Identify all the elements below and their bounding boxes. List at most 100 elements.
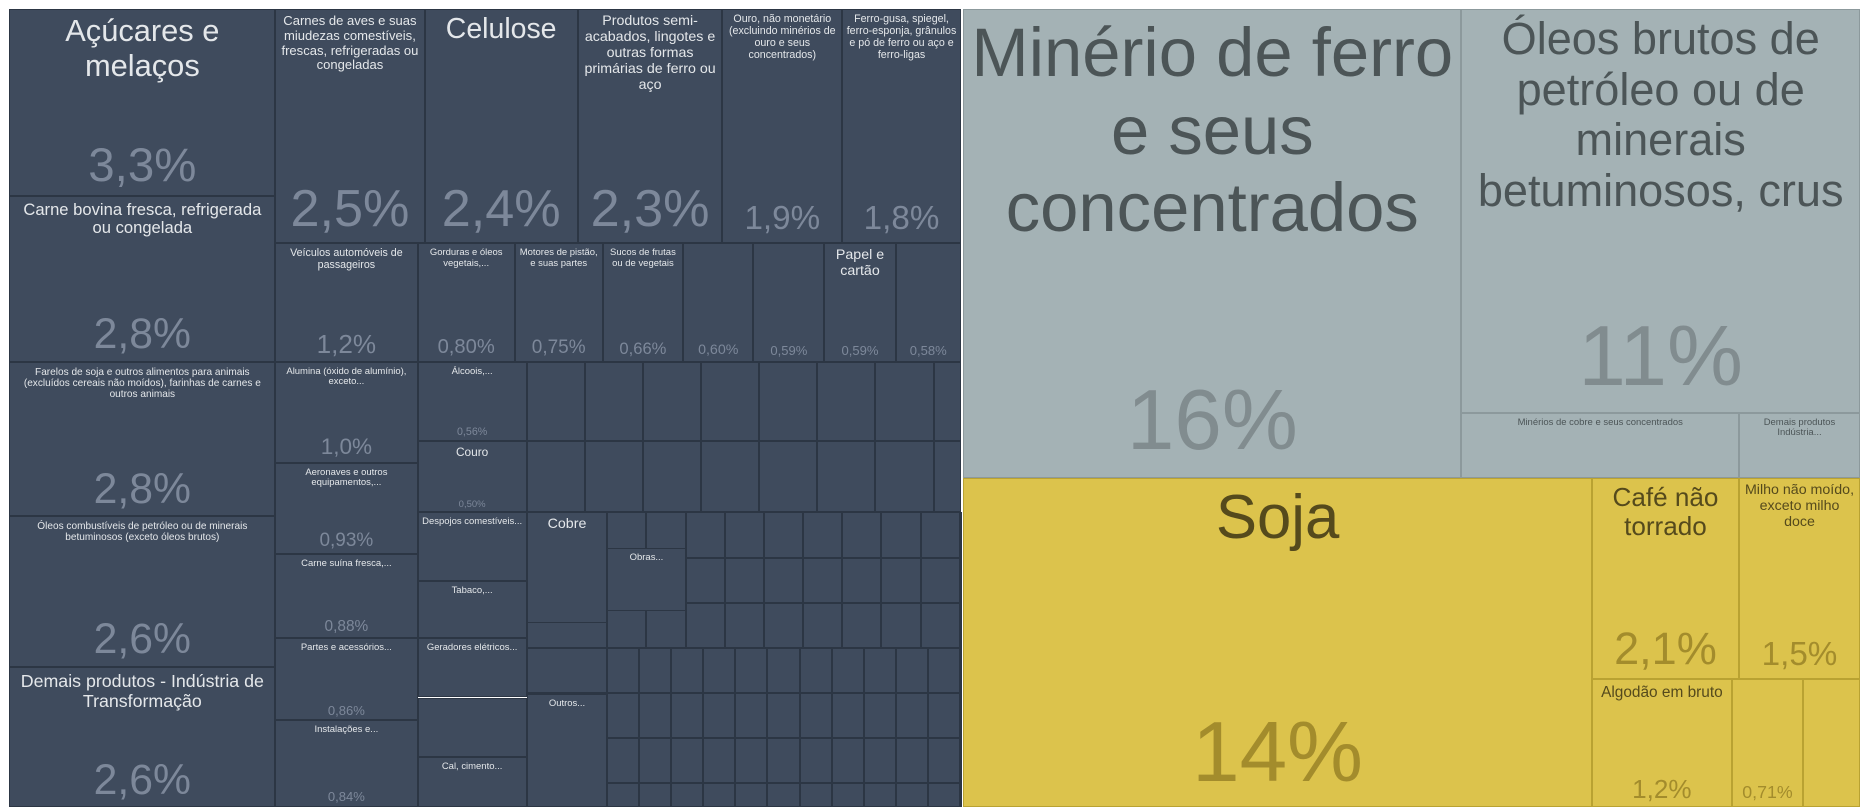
value-label: 2,1% (1614, 623, 1717, 675)
value-label: 2,6% (93, 755, 191, 804)
value-label: 11% (1578, 309, 1743, 405)
value-label: 0,93% (319, 530, 374, 552)
tile-cell (927, 737, 960, 783)
value-label: 0,59% (841, 343, 879, 359)
tile-cell (685, 557, 725, 603)
tile-cell (607, 647, 640, 693)
value-label: 0,58% (909, 343, 947, 359)
tile-label: Ferro-gusa, spiegel, ferro-esponja, grân… (846, 13, 957, 62)
tile: 0,58% (895, 243, 961, 362)
tile-label: Tabaco,... (451, 585, 493, 597)
tile-cell (863, 782, 896, 807)
tile-cell (875, 361, 934, 442)
tile: Demais produtos - Indústria de Transform… (9, 666, 276, 807)
tile-label: Carnes de aves e suas miudezas comestíve… (281, 13, 419, 73)
tile-cell (671, 782, 704, 807)
tile-cell (927, 692, 960, 738)
tile-cell (639, 647, 672, 693)
tile-label: Couro (455, 445, 489, 460)
tile-cell (959, 557, 962, 603)
tile-cell (959, 782, 962, 807)
tile-label: Milho não moído, exceto milho doce (1744, 482, 1855, 530)
tile-cell (927, 647, 960, 693)
tile-cell (933, 441, 961, 513)
value-label: 14% (1192, 705, 1363, 801)
tile-cell (920, 602, 960, 648)
tile-cell (881, 512, 921, 558)
tile-cell (842, 602, 882, 648)
tile-label: Instalações e... (314, 724, 379, 736)
value-label: 0,80% (437, 336, 495, 359)
tile-cell (735, 737, 768, 783)
value-label: 0,60% (698, 342, 739, 359)
tile-cell (842, 557, 882, 603)
tile-cell (799, 737, 832, 783)
value-label: 2,5% (290, 180, 410, 239)
tile-cell (831, 737, 864, 783)
tile-label: Óleos brutos de petróleo ou de minerais … (1477, 13, 1844, 216)
tile: Minério de ferro e seus concentrados 16% (963, 9, 1462, 479)
tile: Álcoois,... 0,56% (417, 361, 527, 442)
tile-label: Papel e cartão (835, 247, 885, 280)
tile-cell (703, 737, 736, 783)
tile: Tabaco,... (417, 581, 527, 639)
tile-cell (863, 737, 896, 783)
tile-cell (863, 692, 896, 738)
tile: Motores de pistão, e suas partes 0,75% (514, 243, 603, 362)
tile-cell (607, 782, 640, 807)
tile-label: Café não torrado (1612, 482, 1719, 542)
tile-cell (735, 692, 768, 738)
tile-cell (803, 557, 843, 603)
tile-cell (803, 602, 843, 648)
tile: Geradores elétricos... (417, 638, 527, 698)
tile-label: Álcoois,... (451, 365, 493, 377)
tile-label: Demais produtos Indústria... (1763, 416, 1836, 439)
tile-cell (933, 361, 961, 442)
tile-cell (799, 782, 832, 807)
tile-cell (607, 737, 640, 783)
tile-cell (759, 441, 818, 513)
tile-cell (724, 557, 764, 603)
tile-label: Sucos de frutas ou de vegetais (610, 247, 676, 269)
tile: Café não torrado 2,1% (1591, 478, 1739, 679)
tile-cell (703, 647, 736, 693)
value-label: 0,50% (458, 498, 486, 510)
tile-cell (959, 602, 962, 648)
tile-cell (1803, 678, 1860, 807)
tile-label: Carne bovina fresca, refrigerada ou cong… (23, 199, 262, 238)
tile-cell (763, 512, 804, 558)
tile-label: Alumina (óxido de alumínio), exceto... (286, 365, 407, 388)
tile: Minérios de cobre e seus concentrados (1461, 412, 1739, 479)
tile-cell (701, 361, 760, 442)
value-label: 1,2% (1632, 773, 1692, 804)
tile-cell (959, 692, 962, 738)
tile: Gorduras e óleos vegetais,... 0,80% (417, 243, 515, 362)
tile-cell (671, 692, 704, 738)
tile-label: Algodão em bruto (1601, 683, 1723, 701)
tile-cell (642, 361, 702, 442)
tile-cell (817, 361, 876, 442)
tile-cell (895, 782, 928, 807)
tile-cell (799, 692, 832, 738)
tile-label: Ouro, não monetário (excluindo minérios … (728, 13, 836, 62)
tile: Óleos brutos de petróleo ou de minerais … (1461, 9, 1860, 413)
tile-cell (875, 441, 934, 513)
tile-cell (842, 512, 882, 558)
value-label: 0,56% (457, 426, 488, 439)
tile-cell (763, 557, 804, 603)
tile-label: Despojos comestíveis... (422, 516, 523, 528)
tile: Farelos de soja e outros alimentos para … (9, 361, 276, 516)
tile: Papel e cartão 0,59% (824, 243, 896, 362)
tile-cell (803, 512, 843, 558)
tile-cell (671, 647, 704, 693)
value-label: 1,2% (316, 329, 377, 360)
tile: Açúcares e melaços 3,3% (9, 9, 276, 196)
tile: Sucos de frutas ou de vegetais 0,66% (602, 243, 684, 362)
tile: Carnes de aves e suas miudezas comestíve… (275, 9, 425, 244)
tile: 0,60% (683, 243, 754, 362)
tile-cell (724, 512, 764, 558)
tile: Alumina (óxido de alumínio), exceto... 1,… (275, 361, 418, 463)
tile: Veículos automóveis de passageiros 1,2% (275, 243, 418, 362)
tile-cell (959, 512, 962, 558)
tile-label: Demais produtos - Indústria de Transform… (20, 670, 264, 711)
